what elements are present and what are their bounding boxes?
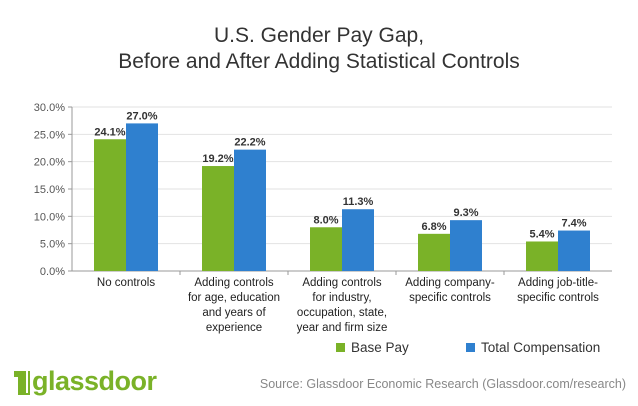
data-label: 24.1%	[94, 126, 125, 138]
bar-chart: 0.0% 5.0% 10.0% 15.0% 20.0% 25.0% 30.0% 24.1%27…	[34, 102, 612, 334]
y-tick-label: 5.0%	[40, 239, 65, 251]
data-label: 27.0%	[126, 110, 157, 122]
category-label: for industry,	[312, 292, 371, 304]
bar-total-compensation	[342, 209, 374, 271]
bar-total-compensation	[126, 123, 158, 272]
chart-title-line-2: Before and After Adding Statistical Cont…	[118, 50, 520, 73]
glassdoor-logo: glassdoor	[12, 366, 157, 397]
data-label: 22.2%	[234, 137, 265, 149]
bar-base-pay	[526, 241, 558, 271]
data-label: 19.2%	[202, 153, 233, 165]
data-label: 6.8%	[421, 221, 446, 233]
legend-label: Total Compensation	[481, 340, 601, 355]
bar-base-pay	[202, 166, 234, 271]
category-label: experience	[206, 322, 262, 334]
data-label: 7.4%	[561, 218, 586, 230]
category-label: specific controls	[409, 292, 491, 304]
data-label: 11.3%	[343, 196, 374, 208]
category-label: No controls	[97, 277, 155, 289]
bar-base-pay	[310, 227, 342, 271]
glassdoor-door-icon	[14, 370, 30, 395]
category-label: Adding job-title-	[518, 277, 598, 289]
data-label: 5.4%	[529, 228, 554, 240]
logo-text: glassdoor	[32, 366, 157, 396]
category-label: Adding company-	[405, 277, 495, 289]
y-tick-label: 10.0%	[34, 211, 65, 223]
y-tick-label: 20.0%	[34, 157, 65, 169]
bar-base-pay	[418, 233, 450, 271]
bar-base-pay	[94, 139, 126, 271]
bar-total-compensation	[558, 230, 590, 271]
legend-item-total-compensation: Total Compensation	[466, 340, 600, 355]
category-label: for age, education	[188, 292, 280, 304]
y-tick-label: 30.0%	[34, 102, 65, 114]
category-label: occupation, state,	[297, 307, 387, 319]
legend-item-base-pay: Base Pay	[336, 340, 409, 355]
data-label: 9.3%	[453, 207, 478, 219]
category-label: Adding controls	[194, 277, 274, 289]
y-tick-label: 25.0%	[34, 129, 65, 141]
legend-swatch-total-compensation	[466, 343, 475, 352]
data-label: 8.0%	[313, 214, 338, 226]
legend-swatch-base-pay	[336, 343, 345, 352]
category-label: and years of	[202, 307, 266, 319]
legend-label: Base Pay	[351, 340, 409, 355]
category-label: specific controls	[517, 292, 599, 304]
source-note: Source: Glassdoor Economic Research (Gla…	[259, 377, 626, 391]
chart-title-line-1: U.S. Gender Pay Gap,	[213, 24, 425, 47]
category-label: year and firm size	[297, 322, 388, 334]
category-label: Adding controls	[302, 277, 382, 289]
y-tick-label: 0.0%	[40, 266, 65, 278]
bar-total-compensation	[450, 220, 482, 271]
y-tick-label: 15.0%	[34, 184, 65, 196]
bar-total-compensation	[234, 149, 266, 271]
